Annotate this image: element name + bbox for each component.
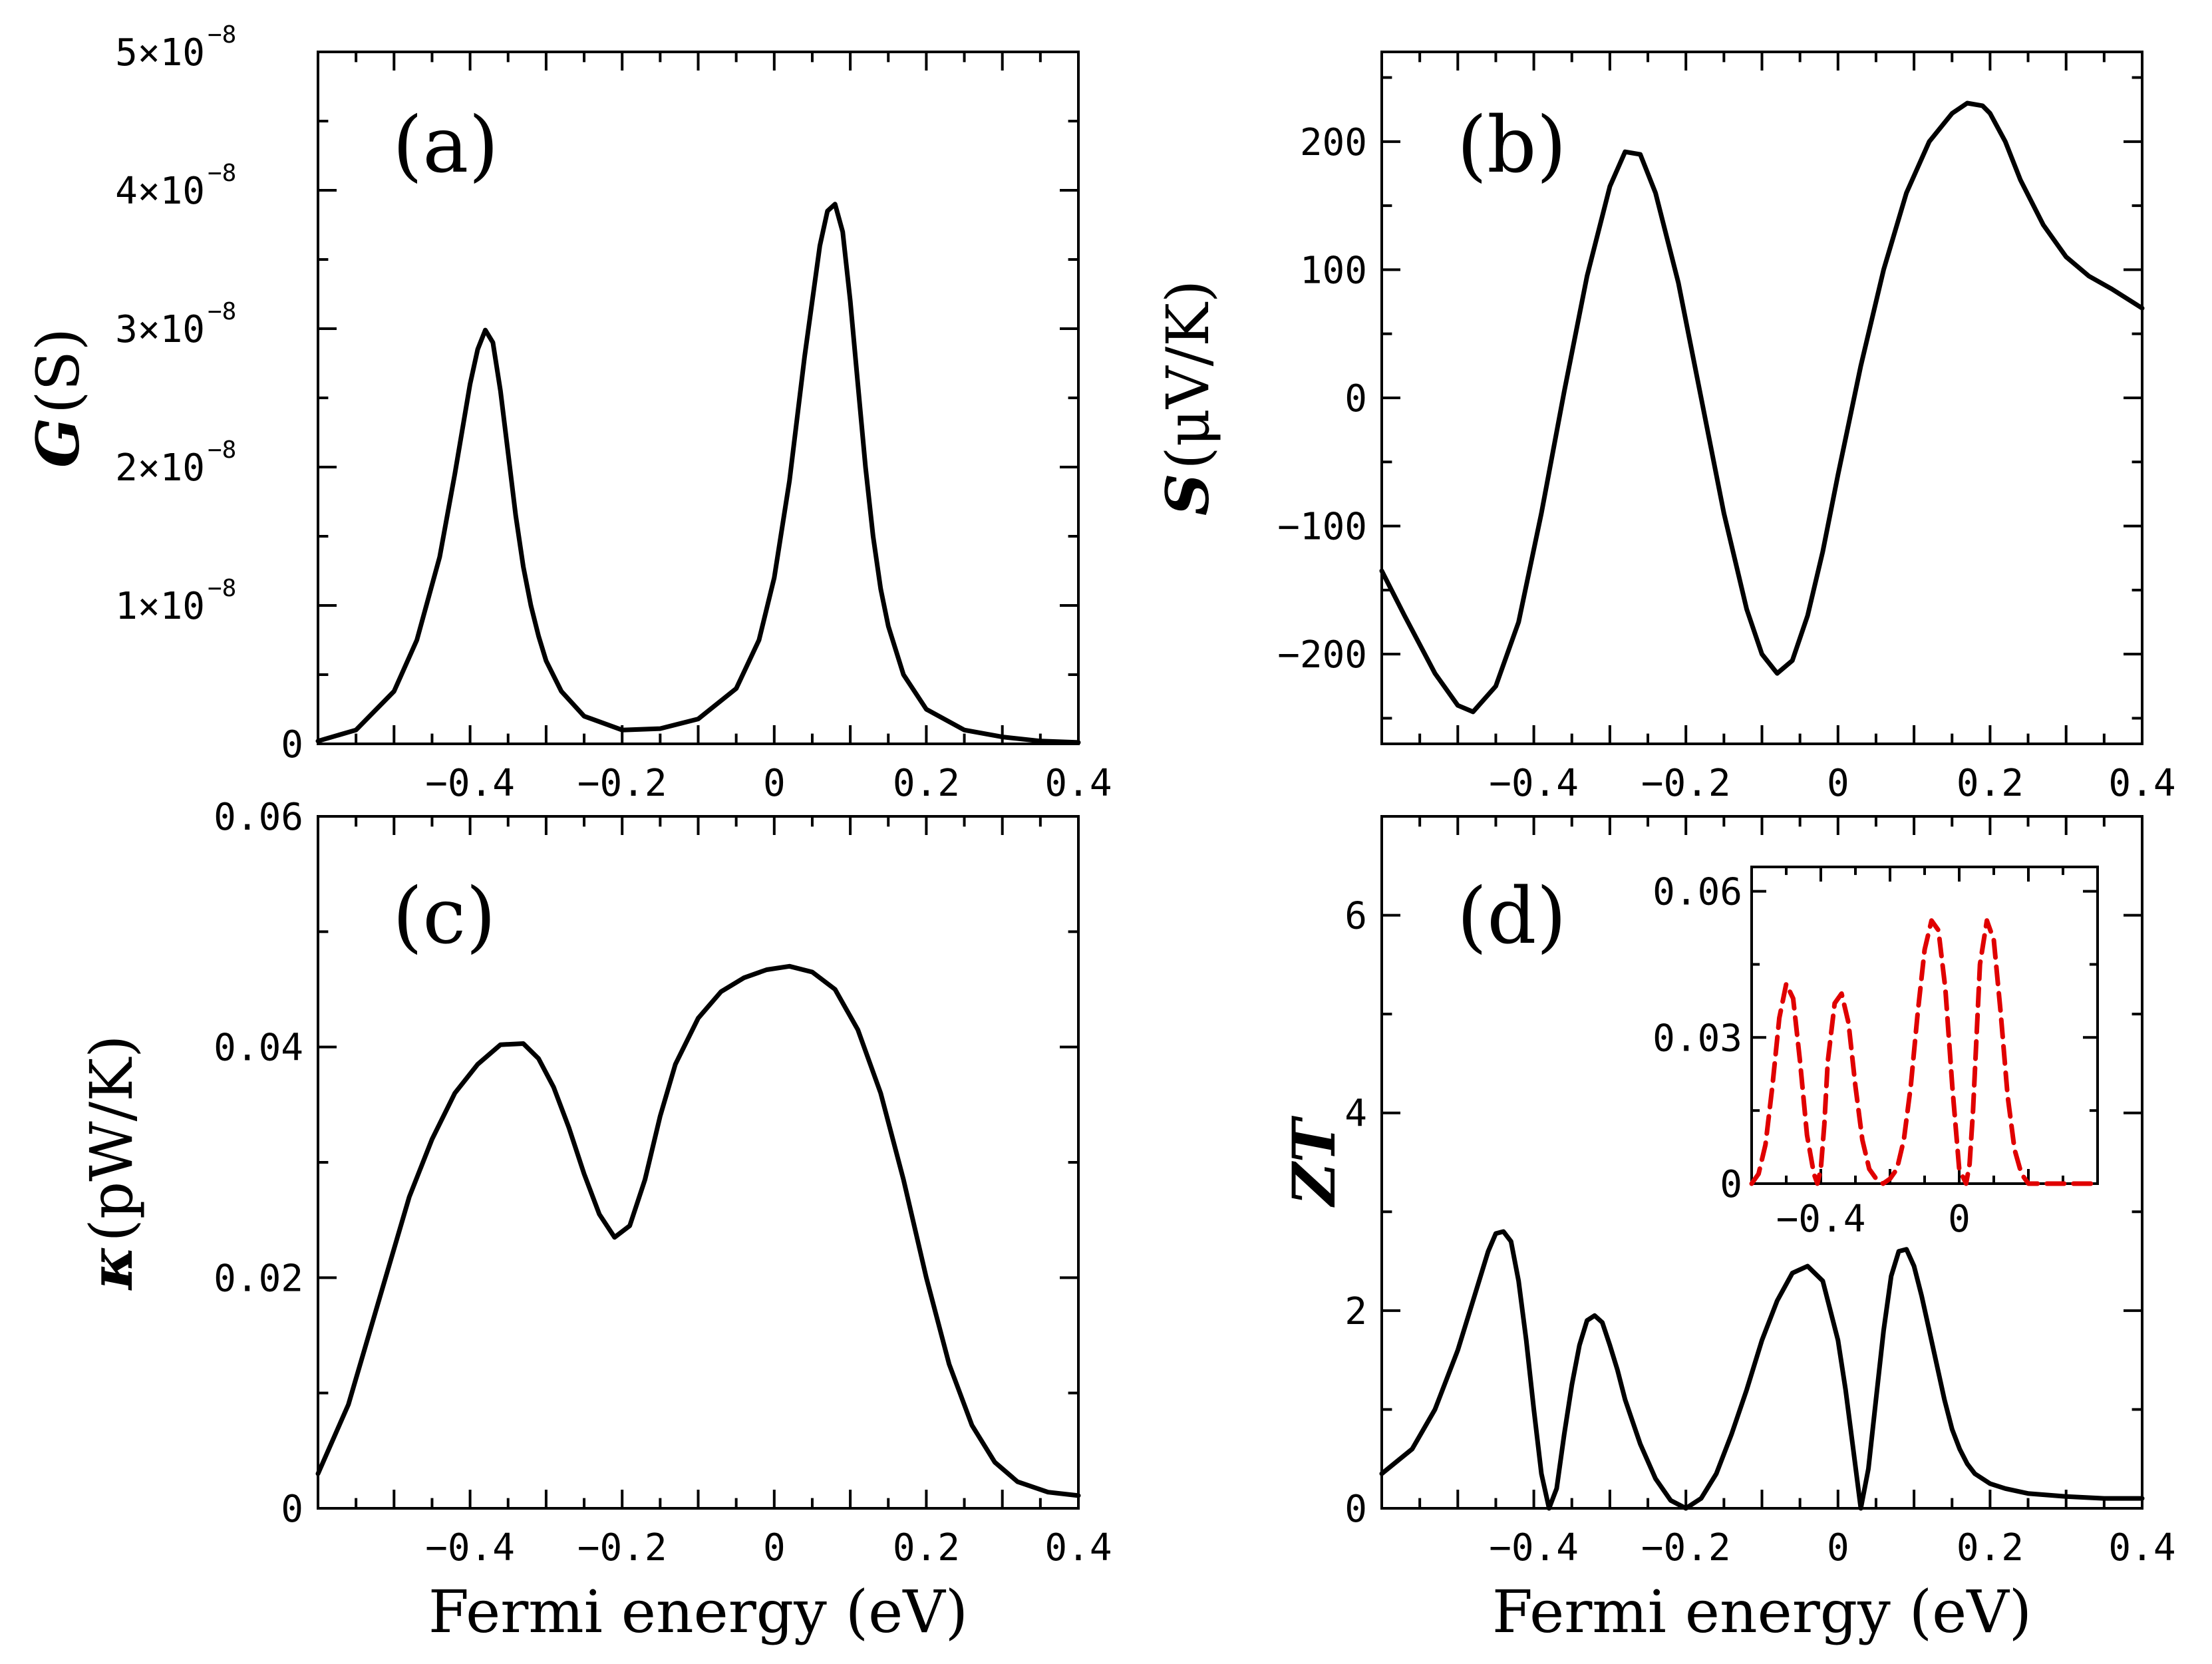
panel-label: (d) <box>1457 872 1567 961</box>
x-tick-label: 0 <box>763 762 786 805</box>
y-tick-label: 0 <box>281 723 303 766</box>
y-axis-unit: (μV/K) <box>1154 280 1222 470</box>
x-tick-label: 0.4 <box>1044 762 1112 805</box>
y-tick-label: 0.06 <box>1653 871 1742 914</box>
y-axis-title: κ(pW/K) <box>77 1035 146 1291</box>
x-tick-label: −0.4 <box>1489 762 1579 805</box>
panel-c: −0.4 −0.2 0 0.2 0.4 0 0.02 0.04 0.06 (c) κ(pW/K) Fe… <box>77 796 1112 1646</box>
plot-frame-d-inset <box>1750 866 2099 1185</box>
y-axis-symbol: G <box>23 418 92 468</box>
x-tick-label: −0.2 <box>577 762 667 805</box>
y-tick-label: 1×10 <box>115 585 205 628</box>
y-tick-label: 0 <box>1344 1488 1367 1531</box>
x-tick-label: 0.2 <box>1957 1526 2024 1570</box>
panel-label: (a) <box>393 100 499 190</box>
y-tick-label: 0.06 <box>214 796 303 839</box>
x-tick-label: −0.4 <box>1776 1198 1866 1241</box>
panel-b: −0.4 −0.2 0 0.2 0.4 −200 −100 0 100 200 (b) S(μV/K) <box>1153 51 2176 805</box>
y-tick-label: −100 <box>1277 506 1367 549</box>
y-tick-label: 5×10 <box>115 31 205 75</box>
y-tick-exponent: −8 <box>208 436 236 464</box>
x-tick-label: −0.2 <box>1641 762 1731 805</box>
series-line-inset <box>1749 918 2100 1186</box>
x-tick-label: 0 <box>763 1526 786 1570</box>
series-line-G <box>315 202 1081 745</box>
y-axis-unit: (pW/K) <box>77 1035 146 1242</box>
y-tick-label: 3×10 <box>115 308 205 351</box>
y-tick-label: 0.03 <box>1653 1017 1742 1060</box>
y-tick-label: 200 <box>1300 121 1367 164</box>
x-tick-label: 0 <box>1948 1198 1971 1241</box>
y-tick-label: 6 <box>1344 895 1367 938</box>
y-tick-label: 2×10 <box>115 446 205 490</box>
y-tick-label: −200 <box>1277 633 1367 677</box>
panel-d: −0.4 −0.2 0 0.2 0.4 0 2 4 6 (d) ZT Fermi energy (eV… <box>1279 815 2176 1646</box>
y-tick-label: 0 <box>281 1488 303 1531</box>
x-tick-label: 0.4 <box>1044 1526 1112 1570</box>
x-tick-label: −0.4 <box>425 1526 515 1570</box>
y-axis-symbol: ZT <box>1279 1116 1348 1208</box>
x-tick-label: 0.4 <box>2108 762 2175 805</box>
panel-label: (b) <box>1457 100 1567 190</box>
x-tick-label: 0.4 <box>2108 1526 2175 1570</box>
y-axis-title: G(S) <box>23 328 92 468</box>
y-tick-label: 4×10 <box>115 170 205 213</box>
y-axis-title: ZT <box>1279 1116 1348 1208</box>
y-tick-label: 0 <box>1344 377 1367 420</box>
x-tick-label: 0 <box>1827 1526 1849 1570</box>
series-line-S <box>1379 100 2145 715</box>
x-tick-label: 0.2 <box>893 1526 960 1570</box>
y-axis-symbol: κ <box>77 1246 146 1291</box>
y-tick-label: 0.02 <box>214 1257 303 1300</box>
y-tick-exponent: −8 <box>208 21 236 49</box>
y-tick-label: 2 <box>1344 1290 1367 1333</box>
y-tick-label: 0.04 <box>214 1027 303 1070</box>
x-tick-label: −0.2 <box>1641 1526 1731 1570</box>
x-axis-title: Fermi energy (eV) <box>428 1578 968 1646</box>
x-tick-label: −0.4 <box>1489 1526 1579 1570</box>
series-line-ZT <box>1379 1229 2145 1511</box>
y-axis-unit: (S) <box>24 328 92 414</box>
panel-label: (c) <box>393 872 496 961</box>
panel-d-inset: −0.4 0 0 0.03 0.06 <box>1653 866 2100 1241</box>
y-tick-label: 0 <box>1720 1163 1742 1206</box>
x-tick-label: 0.2 <box>893 762 960 805</box>
x-axis-title: Fermi energy (eV) <box>1492 1578 2032 1646</box>
y-tick-exponent: −8 <box>208 298 236 325</box>
panel-a: −0.4 −0.2 0 0.2 0.401×10 −82×10 −83×10 −84×10 −8… <box>23 21 1112 805</box>
x-tick-label: 0.2 <box>1957 762 2024 805</box>
y-tick-label: 4 <box>1344 1092 1367 1136</box>
y-tick-label: 100 <box>1300 249 1367 292</box>
x-tick-label: −0.2 <box>577 1526 667 1570</box>
y-tick-exponent: −8 <box>208 575 236 602</box>
y-axis-title: S(μV/K) <box>1153 280 1222 516</box>
series-line-kappa <box>315 963 1081 1498</box>
y-axis-symbol: S <box>1153 474 1222 516</box>
x-tick-label: −0.4 <box>425 762 515 805</box>
x-tick-label: 0 <box>1827 762 1849 805</box>
y-tick-exponent: −8 <box>208 160 236 187</box>
